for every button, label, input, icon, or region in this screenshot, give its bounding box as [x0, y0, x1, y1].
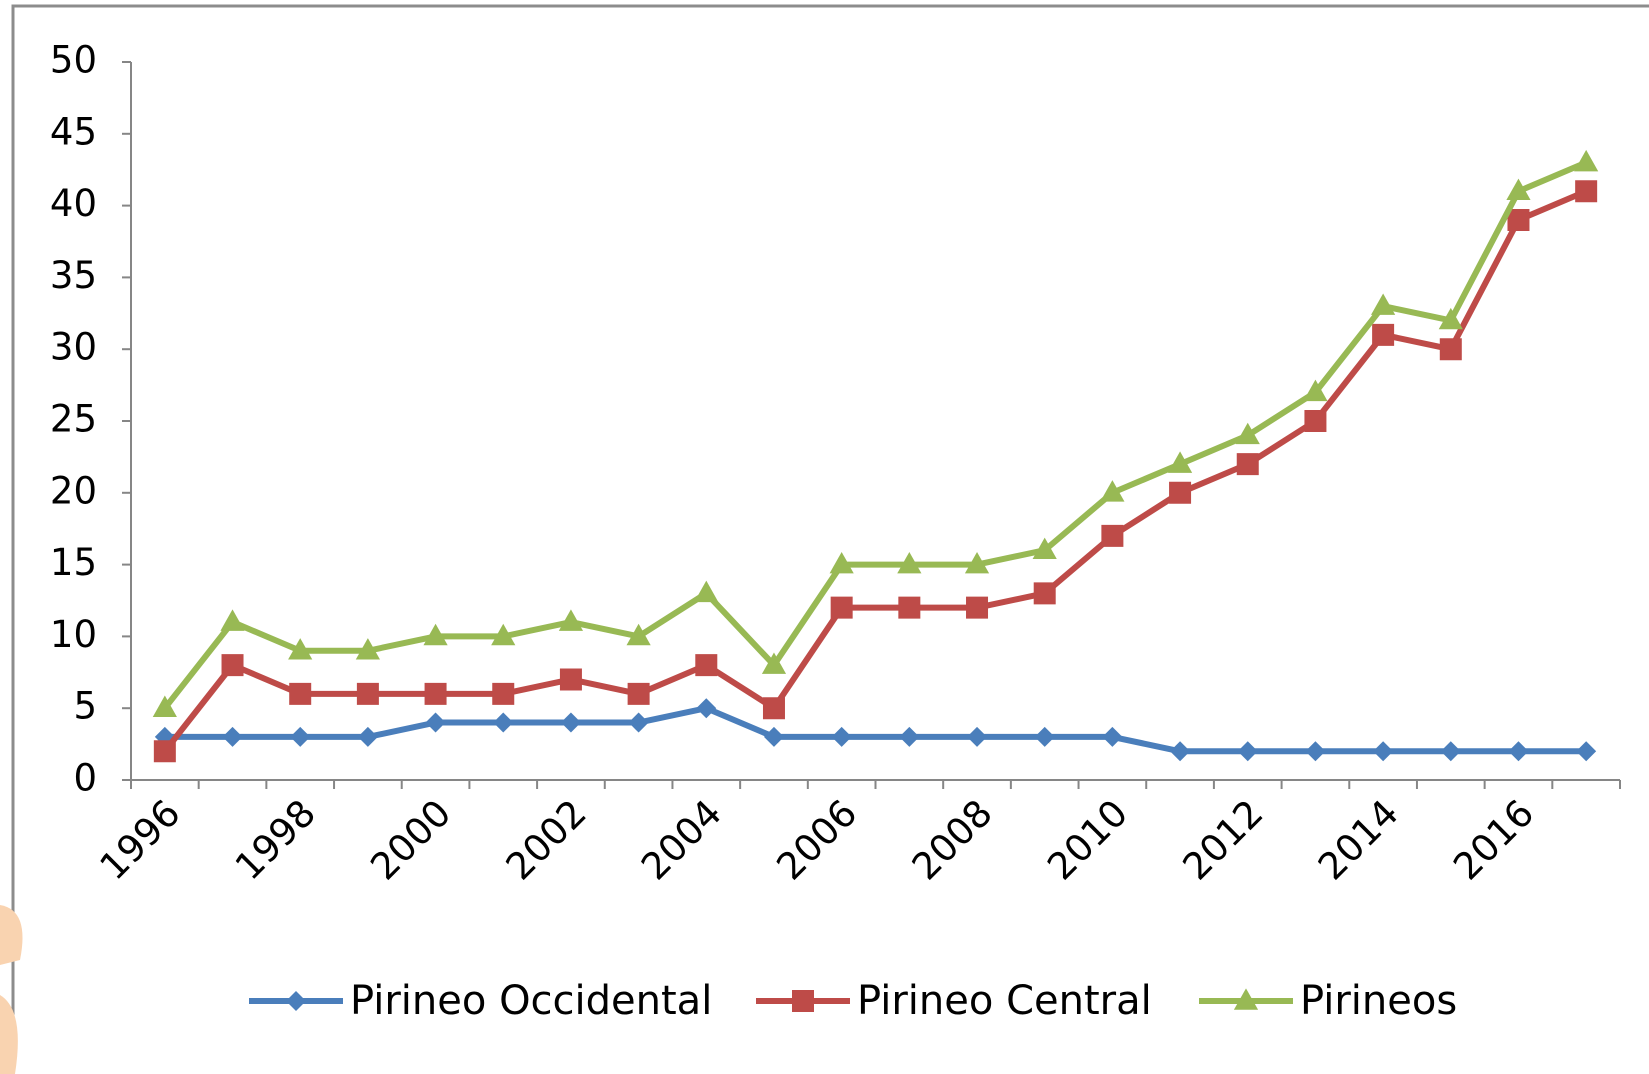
marker [897, 551, 922, 574]
y-tick-label: 5 [73, 685, 97, 728]
marker [1237, 741, 1258, 762]
marker [761, 652, 787, 674]
marker [355, 638, 380, 660]
marker [1100, 480, 1125, 502]
marker [695, 654, 718, 677]
marker [1371, 293, 1396, 315]
series-line [164, 705, 1587, 755]
marker [1372, 323, 1395, 346]
y-tick-label: 20 [50, 469, 97, 512]
marker [1169, 481, 1192, 504]
marker [967, 726, 988, 747]
marker [1506, 178, 1531, 201]
marker [356, 682, 379, 705]
marker [1034, 726, 1055, 747]
marker [221, 654, 244, 677]
y-tick-label: 40 [50, 182, 97, 225]
marker [830, 596, 853, 619]
decoration [0, 995, 18, 1074]
marker [1438, 307, 1463, 330]
marker [1304, 410, 1327, 432]
marker [829, 551, 854, 574]
marker [762, 697, 785, 720]
y-tick-label: 10 [50, 613, 97, 656]
marker [628, 712, 649, 733]
marker [899, 726, 920, 747]
marker [288, 638, 313, 660]
marker [1033, 582, 1056, 605]
y-tick-label: 0 [73, 757, 97, 800]
marker [831, 726, 852, 747]
marker [493, 712, 514, 733]
marker [1102, 726, 1123, 747]
legend-label: Pirineos [1300, 978, 1457, 1024]
y-tick-label: 25 [50, 398, 97, 441]
marker [1508, 741, 1529, 762]
marker [1101, 524, 1124, 547]
marker [626, 623, 651, 646]
marker [1303, 379, 1328, 402]
marker [964, 551, 990, 574]
marker [1236, 453, 1259, 476]
marker [423, 623, 448, 646]
marker [1305, 741, 1326, 762]
marker [492, 682, 515, 705]
decoration [0, 905, 23, 965]
marker [1170, 741, 1191, 762]
y-tick-label: 30 [50, 326, 97, 369]
marker [1507, 208, 1530, 231]
marker [627, 682, 650, 705]
marker [694, 580, 719, 603]
marker [1574, 149, 1599, 172]
legend-label: Pirineo Occidental [350, 978, 712, 1024]
marker [1032, 537, 1057, 560]
y-tick-label: 45 [50, 110, 97, 153]
marker [1576, 741, 1597, 762]
marker [1440, 741, 1461, 762]
marker [290, 726, 311, 747]
marker [792, 990, 814, 1012]
marker [1233, 988, 1259, 1010]
series-line [162, 188, 1588, 754]
marker [898, 596, 921, 619]
marker [153, 740, 176, 763]
marker [222, 726, 243, 747]
marker [559, 668, 582, 691]
y-tick-label: 15 [50, 541, 97, 584]
marker [152, 695, 177, 717]
marker [558, 609, 584, 631]
marker [1235, 422, 1260, 445]
legend-label: Pirineo Central [857, 978, 1152, 1024]
marker [560, 712, 581, 733]
marker [289, 682, 312, 705]
marker [763, 726, 784, 747]
y-tick-label: 50 [50, 39, 97, 82]
marker [966, 596, 989, 619]
marker [1439, 338, 1462, 361]
marker [220, 609, 245, 631]
chart-frame [11, 4, 1649, 1074]
marker [286, 991, 306, 1011]
marker [1575, 180, 1598, 203]
series-line [162, 159, 1588, 711]
marker [357, 726, 378, 747]
marker [491, 623, 516, 646]
marker [1167, 451, 1193, 473]
marker [424, 682, 447, 705]
marker [425, 712, 446, 733]
marker [1373, 741, 1394, 762]
y-tick-label: 35 [50, 254, 97, 297]
marker [696, 698, 717, 719]
